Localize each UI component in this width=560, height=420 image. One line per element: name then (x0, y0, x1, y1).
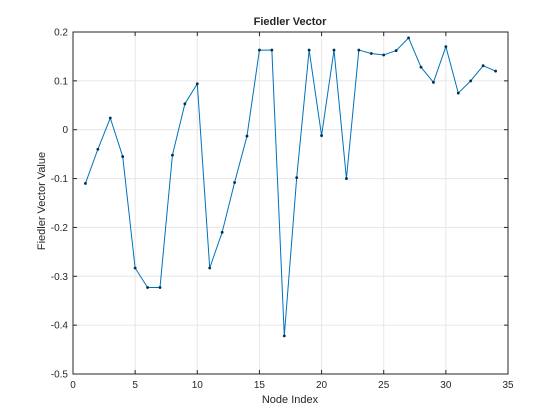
data-point (307, 48, 311, 52)
data-point (320, 134, 323, 137)
x-tick-label: 10 (192, 380, 204, 391)
data-point (146, 286, 149, 289)
data-point (345, 177, 348, 180)
data-point (469, 79, 473, 83)
data-point (432, 80, 435, 84)
data-point (245, 134, 249, 138)
data-point (121, 155, 125, 158)
data-point (208, 266, 212, 270)
x-tick-label: 0 (70, 380, 76, 391)
data-point (220, 230, 224, 234)
data-point (332, 48, 336, 52)
x-tick-label: 35 (502, 380, 514, 391)
data-point (494, 69, 497, 73)
data-point (282, 334, 286, 338)
data-point (382, 53, 386, 57)
y-axis-label: Fiedler Vector Value (36, 152, 48, 250)
data-point (84, 182, 87, 185)
y-tick-labels: -0.5 -0.4 -0.3 -0.2 -0.1 0 0.1 0.2 (51, 28, 69, 381)
x-tick-label: 20 (316, 380, 328, 391)
data-point (195, 82, 199, 86)
x-tick-labels: 0 5 10 15 20 25 30 35 (70, 380, 514, 391)
ticks (72, 31, 509, 375)
y-tick-label: -0.5 (51, 370, 69, 381)
data-point (419, 65, 423, 69)
y-tick-label: -0.1 (51, 174, 69, 185)
data-point (369, 52, 373, 55)
series-line (84, 37, 496, 337)
plot-area (73, 32, 508, 374)
data-point (183, 102, 187, 106)
data-point (171, 153, 174, 157)
data-point (96, 147, 100, 151)
y-tick-label: 0.1 (54, 76, 68, 87)
x-tick-label: 15 (254, 380, 266, 391)
series-fiedler (84, 36, 497, 338)
chart-title: Fiedler Vector (254, 16, 327, 28)
data-point (133, 266, 137, 270)
x-tick-label: 25 (378, 380, 390, 391)
data-point (158, 286, 162, 289)
data-point (407, 36, 410, 40)
data-point (481, 64, 485, 68)
data-point (456, 91, 460, 95)
x-tick-label: 30 (440, 380, 452, 391)
data-point (258, 48, 261, 52)
data-point (270, 48, 274, 52)
data-point (444, 45, 448, 49)
data-point (394, 49, 398, 52)
y-tick-label: -0.2 (51, 223, 69, 234)
y-tick-label: 0.2 (54, 28, 68, 39)
axes-box (72, 31, 509, 375)
y-tick-label: -0.4 (51, 321, 69, 332)
x-tick-label: 5 (132, 380, 138, 391)
data-point (357, 48, 361, 52)
y-tick-label: -0.3 (51, 272, 69, 283)
y-tick-label: 0 (62, 125, 68, 136)
x-axis-label: Node Index (262, 394, 319, 406)
data-point (108, 116, 112, 120)
data-point (295, 176, 299, 179)
data-point (233, 181, 236, 184)
